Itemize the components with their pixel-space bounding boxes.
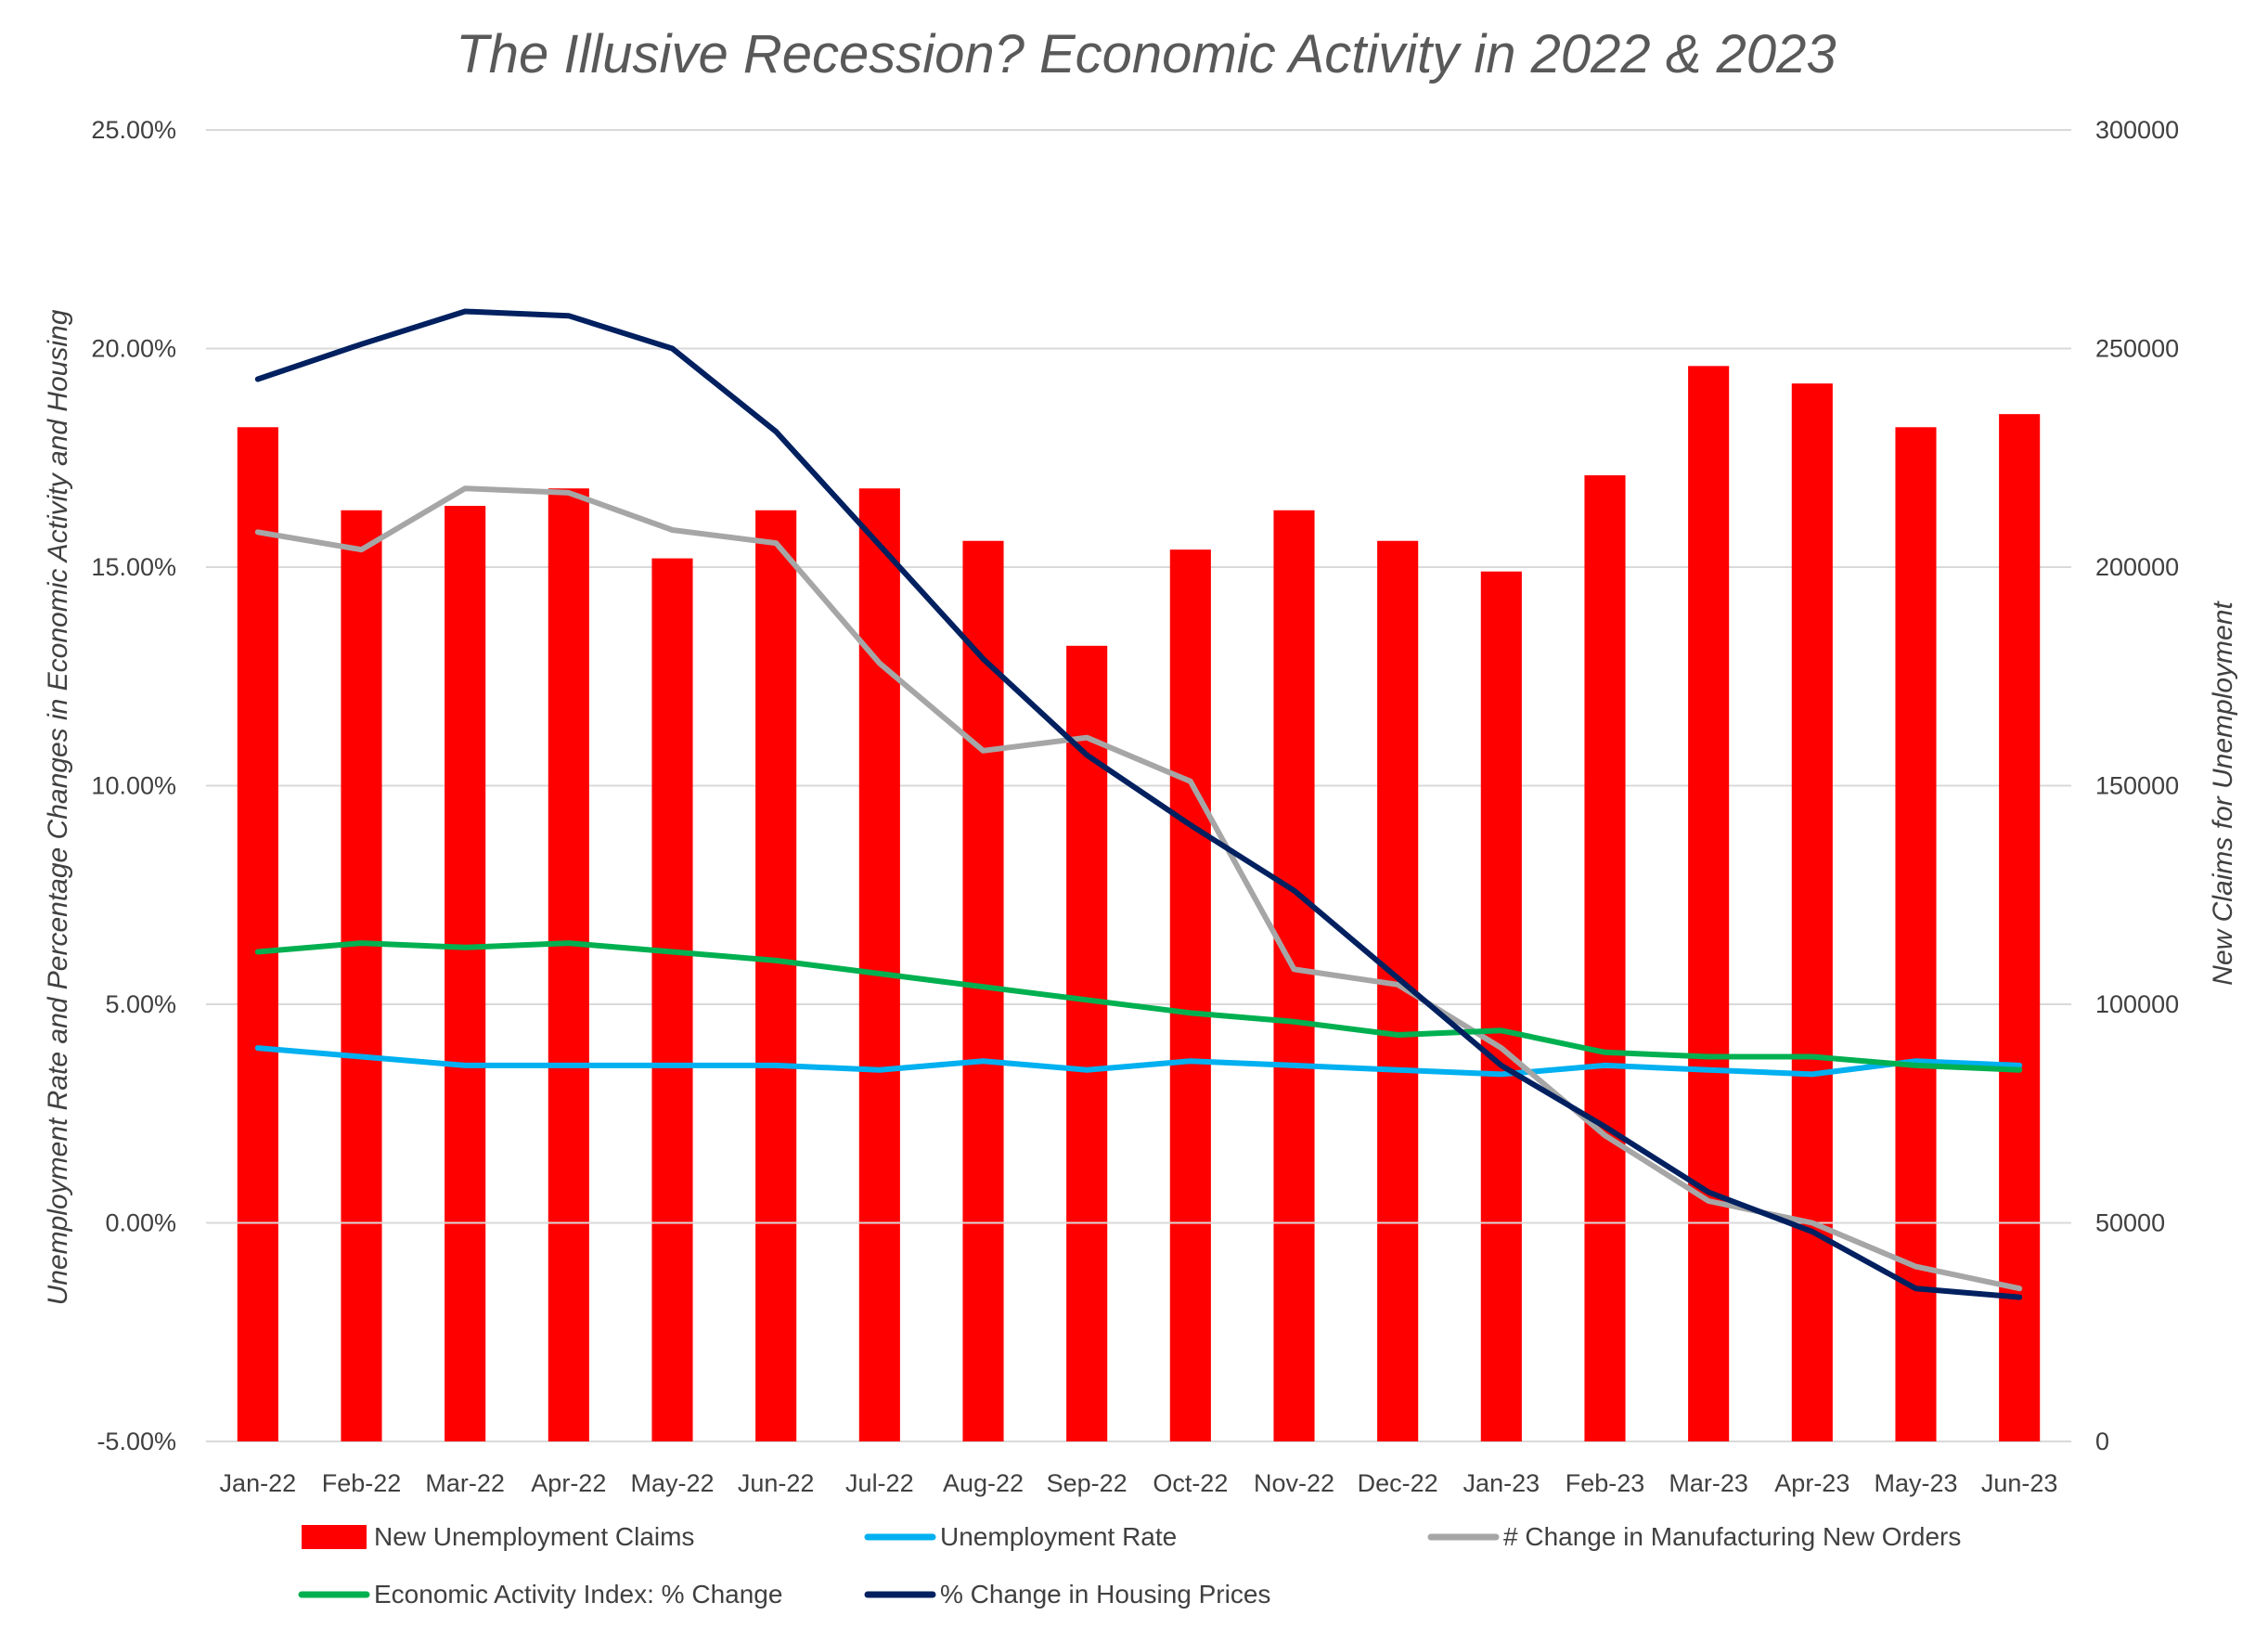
legend-label: # Change in Manufacturing New Orders [1503, 1522, 1961, 1551]
x-tick-label: Dec-22 [1358, 1469, 1438, 1497]
y-left-tick-label: 15.00% [91, 553, 176, 581]
x-tick-label: Nov-22 [1254, 1469, 1334, 1497]
bar-new-unemployment-claims [1169, 549, 1211, 1441]
x-tick-label: Feb-22 [322, 1469, 402, 1497]
x-tick-label: Aug-22 [943, 1469, 1024, 1497]
series-line-manufacturing-new-orders [254, 485, 2023, 1292]
y-left-tick-label: 5.00% [105, 990, 176, 1018]
bar-new-unemployment-claims [445, 506, 486, 1441]
y-axis-left-title: Unemployment Rate and Percentage Changes… [43, 309, 73, 1305]
lines-layer [254, 308, 2023, 1300]
bar-new-unemployment-claims [1895, 427, 1937, 1441]
legend-label: New Unemployment Claims [374, 1522, 694, 1551]
bar-new-unemployment-claims [1791, 383, 1833, 1442]
bar-new-unemployment-claims [1688, 366, 1730, 1442]
x-tick-label: May-22 [630, 1469, 714, 1497]
bar-new-unemployment-claims [1999, 414, 2041, 1441]
legend-item-new-unemployment-claims: New Unemployment Claims [302, 1522, 694, 1551]
legend-swatch [302, 1525, 367, 1549]
y-left-tick-label: 25.00% [91, 116, 176, 144]
bar-new-unemployment-claims [651, 558, 693, 1441]
x-tick-label: Jul-22 [845, 1469, 914, 1497]
legend-item-economic-activity-index: Economic Activity Index: % Change [298, 1580, 782, 1609]
y-right-tick-label: 150000 [2095, 772, 2179, 800]
grid-layer [206, 129, 2071, 1442]
y-left-tick-label: 20.00% [91, 335, 176, 363]
ticks-layer: 25.00% 20.00% 15.00% 10.00% 5.00% 0.00% -5.00%… [91, 116, 2179, 1497]
legend-label: Unemployment Rate [940, 1522, 1177, 1551]
y-left-tick-label: 10.00% [91, 772, 176, 800]
x-tick-label: Oct-22 [1153, 1469, 1228, 1497]
bars-layer [206, 366, 2071, 1442]
legend-item-unemployment-rate: Unemployment Rate [864, 1522, 1177, 1551]
y-right-tick-label: 0 [2095, 1428, 2109, 1455]
y-right-tick-label: 200000 [2095, 553, 2179, 581]
chart-title: The Illusive Recession? Economic Activit… [456, 24, 1836, 84]
x-tick-label: Jun-23 [1981, 1469, 2058, 1497]
bar-new-unemployment-claims [1584, 475, 1626, 1441]
x-tick-label: Mar-22 [425, 1469, 505, 1497]
legend-label: Economic Activity Index: % Change [374, 1580, 782, 1609]
x-tick-label: Jun-22 [738, 1469, 815, 1497]
y-left-tick-label: 0.00% [105, 1209, 176, 1237]
y-right-tick-label: 50000 [2095, 1209, 2165, 1237]
bar-new-unemployment-claims [1066, 645, 1108, 1441]
bar-new-unemployment-claims [237, 427, 278, 1441]
bar-new-unemployment-claims [1273, 510, 1315, 1441]
x-tick-label: Apr-23 [1774, 1469, 1849, 1497]
x-tick-label: Jan-23 [1463, 1469, 1540, 1497]
legend-item-housing-prices: % Change in Housing Prices [864, 1580, 1270, 1609]
x-tick-label: Jan-22 [220, 1469, 297, 1497]
bar-new-unemployment-claims [341, 510, 382, 1441]
x-tick-label: Mar-23 [1669, 1469, 1748, 1497]
x-tick-label: May-23 [1874, 1469, 1957, 1497]
y-right-tick-label: 300000 [2095, 116, 2179, 144]
x-tick-label: Apr-22 [531, 1469, 606, 1497]
bar-new-unemployment-claims [548, 488, 589, 1441]
series-line-unemployment-rate [254, 1045, 2023, 1078]
bar-new-unemployment-claims [755, 510, 797, 1441]
series-line-economic-activity-index [254, 940, 2023, 1073]
series-line-housing-prices [254, 308, 2023, 1300]
legend: New Unemployment Claims Unemployment Rate… [298, 1522, 1961, 1609]
x-tick-label: Feb-23 [1566, 1469, 1645, 1497]
y-left-tick-label: -5.00% [97, 1428, 176, 1455]
bar-new-unemployment-claims [858, 488, 900, 1441]
bar-new-unemployment-claims [1480, 571, 1522, 1441]
x-tick-label: Sep-22 [1047, 1469, 1128, 1497]
y-right-tick-label: 250000 [2095, 335, 2179, 363]
y-right-tick-label: 100000 [2095, 990, 2179, 1018]
legend-label: % Change in Housing Prices [940, 1580, 1270, 1609]
legend-item-manufacturing-new-orders: # Change in Manufacturing New Orders [1427, 1522, 1961, 1551]
y-axis-right-title: New Claims for Unemployment [2208, 601, 2238, 986]
